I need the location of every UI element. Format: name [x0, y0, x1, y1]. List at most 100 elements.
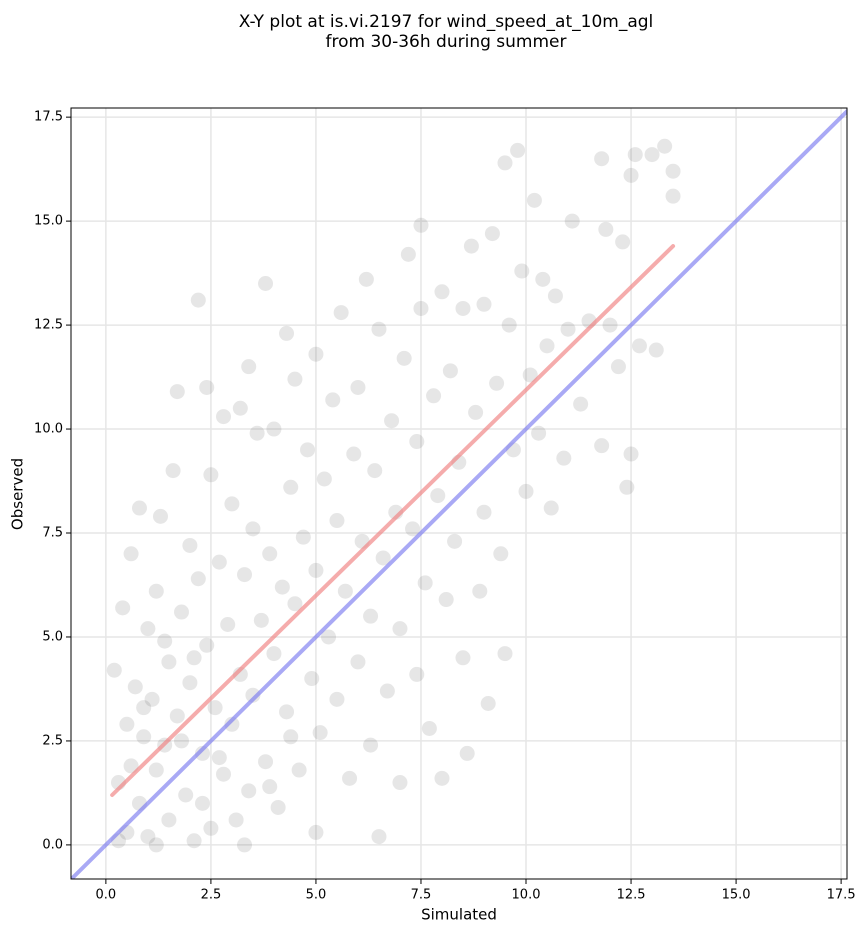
point [195, 745, 211, 761]
ticks: 0.0 2.5 5.0 7.5 10.0 12.5 15.0 17.5 0.0 2.5 5.0 7.5… [34, 110, 856, 903]
point [190, 571, 206, 587]
reference-line [110, 244, 676, 797]
point [363, 608, 379, 624]
point [195, 795, 211, 811]
point [291, 762, 307, 778]
point [564, 213, 580, 229]
point [136, 700, 152, 716]
point [186, 650, 202, 666]
point [531, 425, 547, 441]
point [321, 629, 337, 645]
x-tick-label: 5.0 [306, 888, 327, 903]
point [152, 508, 168, 524]
point [623, 167, 639, 183]
point [287, 371, 303, 387]
point [405, 521, 421, 537]
point [337, 583, 353, 599]
x-tick-label: 10.0 [512, 888, 541, 903]
point [329, 513, 345, 529]
point [539, 338, 555, 354]
point [123, 758, 139, 774]
point [497, 155, 513, 171]
point [615, 234, 631, 250]
reference-line [71, 109, 847, 879]
point [123, 546, 139, 562]
point [266, 421, 282, 437]
point [497, 646, 513, 662]
point [518, 483, 534, 499]
point [304, 671, 320, 687]
point [161, 654, 177, 670]
point [169, 384, 185, 400]
chart-title: from 30-36h during summer [326, 32, 567, 52]
point [140, 829, 156, 845]
point [165, 463, 181, 479]
point [493, 546, 509, 562]
point [438, 592, 454, 608]
point [392, 621, 408, 637]
point [627, 147, 643, 163]
y-axis-label: Observed [9, 458, 27, 530]
axes-frame [70, 107, 848, 880]
point [207, 700, 223, 716]
point [220, 616, 236, 632]
point [409, 434, 425, 450]
point [417, 575, 433, 591]
point [224, 496, 240, 512]
point [199, 379, 215, 395]
y-tick-label: 7.5 [42, 526, 63, 541]
point [535, 271, 551, 287]
point [173, 604, 189, 620]
point [657, 138, 673, 154]
y-tick-label: 10.0 [34, 422, 63, 437]
point [148, 583, 164, 599]
point [157, 633, 173, 649]
point [127, 679, 143, 695]
point [283, 479, 299, 495]
point [430, 488, 446, 504]
point [350, 654, 366, 670]
point [182, 675, 198, 691]
point [287, 596, 303, 612]
x-tick-label: 7.5 [411, 888, 432, 903]
point [556, 450, 572, 466]
point [216, 766, 232, 782]
point [434, 284, 450, 300]
point [526, 192, 542, 208]
grid [71, 108, 847, 879]
point [169, 708, 185, 724]
point [342, 770, 358, 786]
point [283, 729, 299, 745]
point [484, 226, 500, 242]
point [245, 521, 261, 537]
point [573, 396, 589, 412]
point [480, 696, 496, 712]
point [245, 687, 261, 703]
point [455, 300, 471, 316]
x-tick-label: 0.0 [96, 888, 117, 903]
y-tick-label: 0.0 [42, 837, 63, 852]
point [665, 163, 681, 179]
point [547, 288, 563, 304]
point [224, 716, 240, 732]
point [266, 646, 282, 662]
point [161, 812, 177, 828]
point [308, 346, 324, 362]
point [459, 745, 475, 761]
point [400, 246, 416, 262]
point [396, 350, 412, 366]
point [602, 317, 618, 333]
point [379, 683, 395, 699]
point [665, 188, 681, 204]
y-tick-label: 12.5 [34, 318, 63, 333]
point [384, 413, 400, 429]
x-tick-label: 12.5 [617, 888, 646, 903]
point [623, 446, 639, 462]
point [631, 338, 647, 354]
point [510, 142, 526, 158]
point [501, 317, 517, 333]
point [447, 533, 463, 549]
point [489, 375, 505, 391]
x-tick-label: 17.5 [827, 888, 856, 903]
point [333, 305, 349, 321]
